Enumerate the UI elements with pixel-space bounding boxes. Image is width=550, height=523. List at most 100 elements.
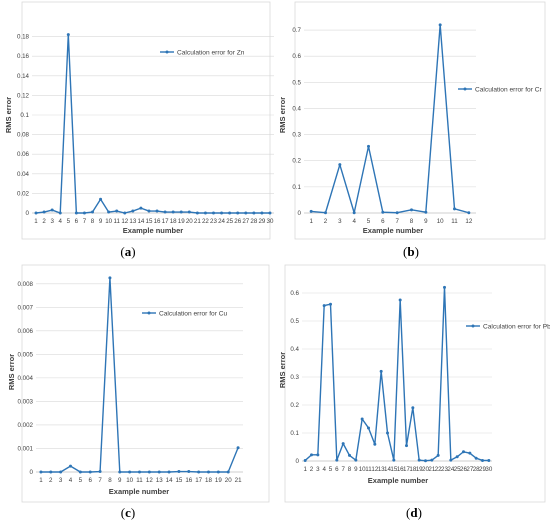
- data-point: [212, 211, 215, 215]
- data-point: [49, 470, 53, 474]
- legend-label: Calculation error for Cu: [159, 310, 227, 317]
- data-point: [392, 458, 396, 462]
- x-tick-label: 4: [352, 218, 356, 225]
- data-point: [107, 210, 111, 214]
- data-point: [118, 470, 122, 474]
- y-tick-label: 0.007: [18, 304, 34, 311]
- x-tick-label: 26: [460, 466, 467, 473]
- data-point: [78, 470, 82, 474]
- y-axis-title: RMS error: [278, 97, 287, 133]
- y-tick-label: 0.5: [292, 79, 301, 86]
- data-point: [436, 453, 440, 457]
- x-tick-label: 17: [403, 466, 410, 473]
- x-tick-label: 19: [178, 218, 185, 225]
- data-point: [379, 369, 383, 373]
- y-tick-label: 0.06: [17, 151, 30, 158]
- data-point: [123, 211, 127, 215]
- data-point: [195, 211, 199, 215]
- panel-frame: [294, 1, 546, 240]
- y-axis-title: RMS error: [4, 97, 13, 133]
- x-tick-label: 15: [390, 466, 397, 473]
- x-tick-label: 25: [226, 218, 233, 225]
- legend-marker: [165, 50, 169, 54]
- data-point: [108, 276, 112, 280]
- chart-panel-b: 00.10.20.30.40.50.60.71 2 3 4 5 6 7 8 9 10 11 12Exa…: [278, 1, 546, 259]
- x-tick-label: 13: [156, 477, 163, 484]
- data-point: [69, 464, 72, 468]
- data-point: [316, 453, 320, 457]
- data-point: [453, 207, 456, 211]
- data-point: [381, 210, 385, 214]
- y-tick-label: 0.12: [17, 92, 30, 99]
- x-tick-label: 4: [322, 466, 326, 473]
- y-tick-label: 0.02: [17, 190, 30, 197]
- x-tick-label: 23: [441, 466, 448, 473]
- data-point: [373, 442, 377, 446]
- y-axis-title: RMS error: [7, 354, 16, 390]
- panel-label: (b): [403, 244, 419, 259]
- data-point: [367, 426, 370, 430]
- data-point: [341, 442, 345, 446]
- x-tick-label: 5: [67, 218, 71, 225]
- y-tick-label: 0.3: [290, 374, 299, 381]
- y-tick-label: 0.1: [290, 430, 299, 437]
- data-point: [34, 211, 38, 215]
- y-tick-label: 0.004: [18, 375, 34, 382]
- x-tick-label: 11: [365, 466, 372, 473]
- x-tick-label: 29: [258, 218, 265, 225]
- y-tick-label: 0.4: [290, 346, 299, 353]
- x-tick-label: 5: [329, 466, 333, 473]
- x-tick-label: 1: [309, 218, 313, 225]
- y-tick-label: 0.18: [17, 34, 30, 41]
- x-tick-label: 7: [83, 218, 87, 225]
- chart-panel-c: 0 0.001 0.002 0.003 0.004 0.005 0.006 0.007 0.00…: [7, 264, 270, 520]
- y-tick-label: 0: [26, 210, 30, 217]
- x-tick-label: 24: [218, 218, 225, 225]
- x-tick-label: 28: [473, 466, 480, 473]
- data-point: [98, 470, 102, 474]
- x-tick-label: 10: [105, 218, 112, 225]
- data-point: [244, 211, 248, 215]
- data-point: [179, 210, 183, 214]
- y-tick-label: 0.003: [18, 398, 34, 405]
- data-point: [481, 458, 484, 462]
- x-tick-label: 13: [129, 218, 136, 225]
- x-tick-label: 16: [397, 466, 404, 473]
- data-point: [309, 209, 313, 213]
- y-tick-label: 0: [30, 469, 34, 476]
- chart-panel-a: 00.020.040.060.080.10.120.140.160.181 2 3 4…: [4, 1, 274, 259]
- data-point: [42, 210, 46, 214]
- x-tick-label: 11: [451, 218, 458, 225]
- x-tick-label: 21: [194, 218, 201, 225]
- panel-frame: [21, 264, 270, 503]
- legend-label: Calculation error for Zn: [177, 49, 245, 56]
- data-point: [367, 144, 370, 148]
- data-point: [58, 211, 62, 215]
- chart-panel-d: 00.10.20.30.40.50.61 2 3 4 5 6 7 8 9 10 11 12 13 14 15…: [278, 264, 550, 520]
- data-point: [268, 211, 272, 215]
- data-point: [398, 298, 402, 302]
- data-point: [348, 453, 351, 457]
- x-tick-label: 2: [324, 218, 328, 225]
- series-line: [311, 24, 470, 214]
- x-tick-label: 27: [242, 218, 249, 225]
- y-tick-label: 0.2: [290, 402, 299, 409]
- y-tick-label: 0: [296, 458, 300, 465]
- x-tick-label: 26: [234, 218, 241, 225]
- data-point: [138, 470, 141, 474]
- x-tick-label: 1: [39, 477, 43, 484]
- x-tick-label: 16: [185, 477, 192, 484]
- x-tick-label: 15: [146, 218, 153, 225]
- x-tick-label: 9: [118, 477, 122, 484]
- x-tick-label: 23: [210, 218, 217, 225]
- data-point: [88, 470, 92, 474]
- x-tick-label: 8: [108, 477, 112, 484]
- data-point: [424, 210, 428, 214]
- data-point: [303, 458, 307, 462]
- data-point: [203, 211, 207, 215]
- x-tick-label: 6: [75, 218, 79, 225]
- data-point: [354, 458, 358, 462]
- x-tick-label: 28: [250, 218, 257, 225]
- x-tick-label: 25: [454, 466, 461, 473]
- data-point: [424, 459, 427, 463]
